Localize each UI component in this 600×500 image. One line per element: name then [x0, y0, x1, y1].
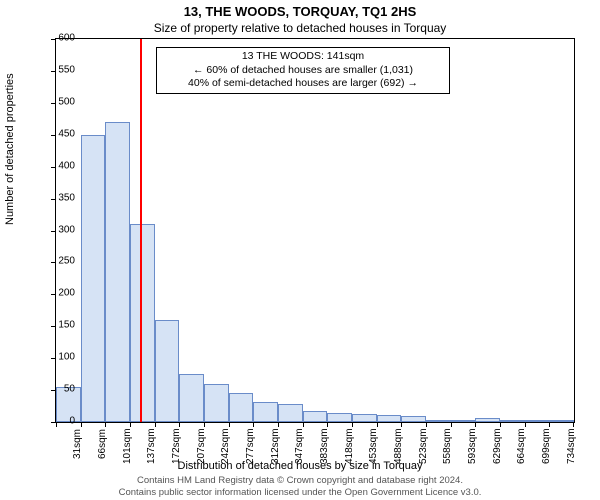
y-tick-label: 100 — [58, 352, 75, 363]
y-tick-label: 200 — [58, 288, 75, 299]
info-box: 13 THE WOODS: 141sqm← 60% of detached ho… — [156, 47, 450, 94]
y-tick-label: 0 — [69, 416, 75, 427]
x-tick-label: 312sqm — [270, 429, 281, 464]
footer-line2: Contains public sector information licen… — [119, 487, 482, 498]
y-tick-label: 300 — [58, 224, 75, 235]
y-axis-label: Number of detached properties — [4, 73, 16, 225]
x-tick-label: 101sqm — [122, 429, 133, 464]
histogram-bar — [81, 135, 106, 422]
y-tick-label: 600 — [58, 33, 75, 44]
x-tick-label: 242sqm — [220, 429, 231, 464]
y-tick-label: 400 — [58, 160, 75, 171]
y-tick-label: 500 — [58, 96, 75, 107]
x-tick-label: 453sqm — [368, 429, 379, 464]
y-tick-label: 250 — [58, 256, 75, 267]
histogram-bar — [303, 411, 328, 422]
histogram-bar — [229, 393, 254, 422]
histogram-bar — [549, 420, 574, 422]
histogram-bar — [327, 413, 352, 422]
plot-area: 13 THE WOODS: 141sqm← 60% of detached ho… — [55, 38, 575, 423]
x-tick-label: 664sqm — [516, 429, 527, 464]
info-box-line1: 13 THE WOODS: 141sqm — [163, 50, 443, 64]
x-tick-label: 558sqm — [442, 429, 453, 464]
chart-title-sub: Size of property relative to detached ho… — [0, 19, 600, 35]
histogram-bar — [451, 420, 476, 422]
histogram-bar — [475, 418, 500, 422]
histogram-bar — [352, 414, 377, 422]
x-tick-label: 523sqm — [418, 429, 429, 464]
y-tick-label: 450 — [58, 128, 75, 139]
x-tick-label: 137sqm — [146, 429, 157, 464]
x-tick-label: 66sqm — [97, 429, 108, 464]
histogram-bar — [401, 416, 426, 422]
histogram-bar — [204, 384, 229, 422]
info-box-line2: ← 60% of detached houses are smaller (1,… — [163, 64, 443, 78]
histogram-bar — [179, 374, 204, 422]
x-tick-label: 277sqm — [245, 429, 256, 464]
x-tick-label: 172sqm — [171, 429, 182, 464]
histogram-bar — [105, 122, 130, 422]
chart-title-main: 13, THE WOODS, TORQUAY, TQ1 2HS — [0, 0, 600, 19]
marker-line — [140, 39, 142, 422]
y-tick-label: 550 — [58, 64, 75, 75]
x-tick-label: 207sqm — [196, 429, 207, 464]
x-tick-label: 418sqm — [344, 429, 355, 464]
x-tick-label: 347sqm — [294, 429, 305, 464]
histogram-bar — [525, 420, 550, 422]
y-tick-label: 350 — [58, 192, 75, 203]
histogram-bar — [377, 415, 402, 422]
y-tick-label: 150 — [58, 320, 75, 331]
info-box-line3: 40% of semi-detached houses are larger (… — [163, 77, 443, 91]
histogram-bar — [278, 404, 303, 422]
footer-attribution: Contains HM Land Registry data © Crown c… — [0, 475, 600, 498]
x-tick-label: 593sqm — [467, 429, 478, 464]
histogram-bar — [500, 420, 525, 422]
histogram-bar — [253, 402, 278, 422]
y-tick-label: 50 — [64, 384, 75, 395]
chart-container: 13, THE WOODS, TORQUAY, TQ1 2HS Size of … — [0, 0, 600, 500]
histogram-bar — [155, 320, 180, 422]
x-tick-label: 734sqm — [566, 429, 577, 464]
footer-line1: Contains HM Land Registry data © Crown c… — [137, 475, 463, 486]
x-tick-label: 383sqm — [319, 429, 330, 464]
x-tick-label: 699sqm — [541, 429, 552, 464]
x-tick-label: 629sqm — [492, 429, 503, 464]
histogram-bar — [426, 420, 451, 422]
x-tick-label: 488sqm — [393, 429, 404, 464]
x-tick-label: 31sqm — [72, 429, 83, 464]
